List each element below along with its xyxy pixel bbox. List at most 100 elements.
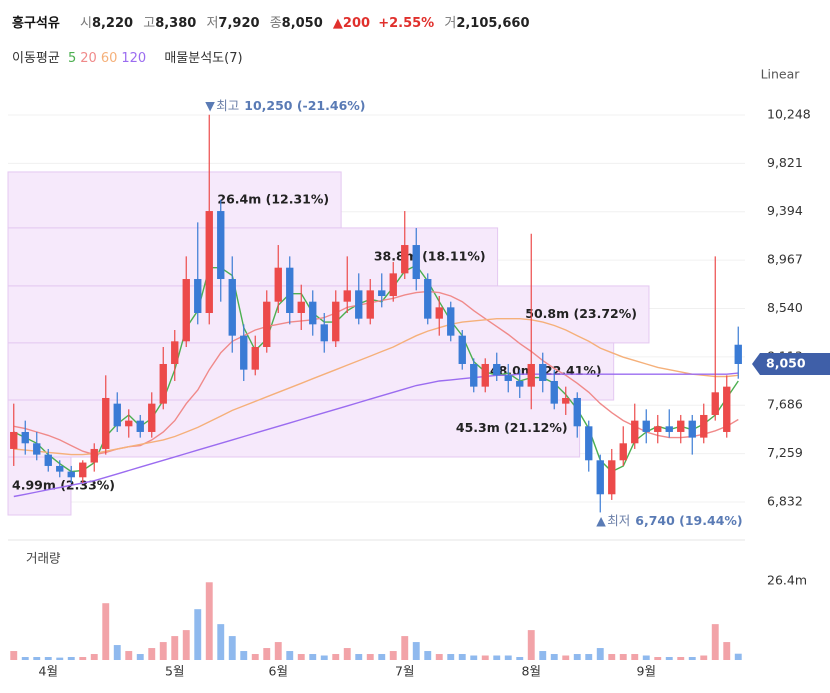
volume-bar (343, 648, 351, 660)
candle-body (665, 426, 673, 432)
candle-body (700, 414, 708, 438)
candle-body (504, 375, 512, 381)
volume-bar (366, 654, 374, 660)
volume-bar (470, 655, 478, 660)
volume-bar (711, 624, 719, 660)
candle-body (228, 279, 236, 336)
volume-bar (493, 655, 501, 660)
candle-body (481, 363, 489, 387)
volume-bar (608, 654, 616, 660)
y-tick-label: 6,832 (767, 493, 803, 508)
candle-body (435, 307, 443, 319)
volume-bar (263, 648, 271, 660)
volume-tick-label: 26.4m (767, 573, 807, 588)
high: 8,380 (155, 16, 197, 31)
candle-body (642, 420, 650, 432)
candle-body (136, 420, 144, 432)
x-tick-label: 5월 (165, 664, 184, 679)
scale-label[interactable]: Linear (761, 67, 801, 82)
min-label: 최저 (607, 513, 630, 528)
volume-bar (159, 642, 167, 660)
volume-bar (136, 654, 144, 660)
x-tick-label: 9월 (637, 664, 656, 679)
volume-bar (700, 655, 708, 660)
candle-body (550, 380, 558, 404)
candle-body (67, 471, 75, 478)
y-tick-label: 9,394 (767, 203, 803, 218)
volume-bar (550, 654, 558, 660)
y-tick-label: 7,259 (767, 445, 803, 460)
legend-entry[interactable]: 120 (121, 51, 147, 66)
volume-bar (378, 654, 386, 660)
candle-body (470, 363, 478, 387)
candle-body (424, 279, 432, 319)
candle-body (677, 420, 685, 432)
min-arrow: ▲ (596, 513, 606, 528)
volume-bar (504, 655, 512, 660)
profile-title[interactable]: 매물분석도(7) (164, 51, 243, 66)
candle-body (458, 335, 466, 364)
volume-bar (102, 603, 110, 660)
profile-label: 26.4m (12.31%) (217, 191, 329, 206)
y-tick-label: 8,967 (767, 252, 803, 267)
candle-body (44, 454, 52, 466)
volume-bar (596, 648, 604, 660)
candle-body (263, 301, 271, 347)
candle-body (493, 363, 501, 376)
volume-bar (665, 657, 673, 660)
volume-bar (217, 624, 225, 660)
candle-body (240, 335, 248, 370)
volume-bar (688, 657, 696, 660)
legend-entry[interactable]: 5 (67, 51, 77, 66)
max-value: 10,250 (-21.46%) (244, 98, 365, 113)
volume-bar (435, 654, 443, 660)
volume-bar (33, 657, 41, 660)
volume: 2,105,660 (456, 16, 530, 31)
legend-entry[interactable]: 60 (100, 51, 118, 66)
header: 흥구석유 시8,220 고8,380 저7,920 종8,050 ▲200 +2… (12, 12, 530, 31)
candle-body (309, 301, 317, 325)
volume-label: 거 (444, 16, 457, 31)
y-tick-label: 10,248 (767, 106, 811, 121)
candle-body (102, 397, 110, 449)
volume-bar (573, 654, 581, 660)
candle-body (596, 460, 604, 495)
volume-bar (182, 630, 190, 660)
volume-bar (424, 651, 432, 660)
candle-body (194, 279, 202, 314)
candle-body (619, 443, 627, 461)
candle-body (688, 420, 696, 438)
candle-body (412, 245, 420, 280)
candle-body (723, 386, 731, 432)
candle-body (79, 462, 87, 478)
volume-bar (194, 609, 202, 660)
volume-bar (274, 642, 282, 660)
volume-bar (113, 645, 121, 660)
low: 7,920 (218, 16, 260, 31)
volume-bar (332, 654, 340, 660)
candle-body (182, 279, 190, 342)
volume-bar (56, 657, 64, 660)
candle-body (10, 431, 18, 449)
candle-body (734, 344, 742, 364)
volume-bar (309, 654, 317, 660)
volume-bar (251, 654, 259, 660)
volume-bar (297, 654, 305, 660)
volume-bar (734, 653, 742, 660)
candle-body (286, 267, 294, 314)
volume-bar (516, 657, 524, 660)
max-label: 최고 (216, 98, 239, 113)
volume-bar (458, 654, 466, 660)
candle-body (251, 346, 259, 370)
volume-bar (10, 651, 18, 660)
candle-body (573, 397, 581, 427)
high-label: 고 (143, 16, 156, 31)
max-arrow: ▼ (205, 98, 215, 113)
legend-entry[interactable]: 20 (80, 51, 97, 66)
change: 200 (342, 16, 371, 31)
profile-label: 50.8m (23.72%) (525, 306, 637, 321)
ma-title[interactable]: 이동평균 (12, 51, 60, 66)
candle-body (355, 290, 363, 319)
volume-bar (389, 651, 397, 660)
